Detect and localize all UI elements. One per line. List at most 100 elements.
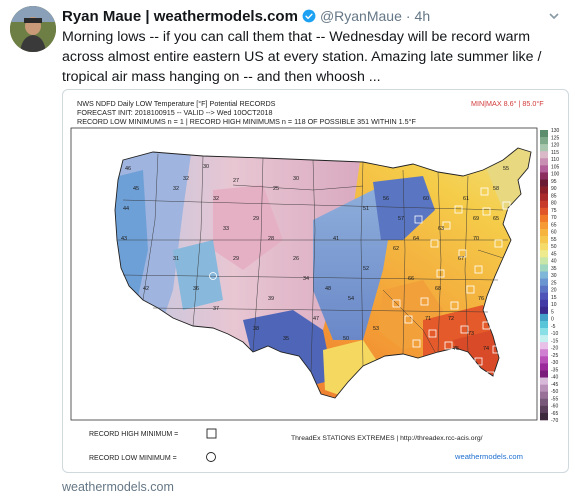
station-value: 56 [383,196,389,202]
station-value: 64 [413,236,419,242]
colorbar-tick-label: 40 [551,259,557,265]
station-value: 65 [493,216,499,222]
station-value: 63 [438,226,444,232]
record-high-marker [450,301,459,310]
colorbar-tick-label: 35 [551,266,557,272]
station-value: 31 [173,256,179,262]
colorbar-swatch [540,412,548,421]
colorbar-tick-label: 65 [551,222,557,228]
station-value: 35 [283,336,289,342]
colorbar-swatch [540,250,548,258]
map-title: NWS NDFD Daily LOW Temperature [°F] Pote… [77,99,276,108]
colorbar-swatch [540,243,548,251]
colorbar-tick-label: -35 [551,367,558,373]
legend-record-low: RECORD LOW MINIMUM = [89,455,177,462]
colorbar-swatch [540,335,548,343]
record-high-marker [482,207,491,216]
station-value: 45 [133,186,139,192]
record-markers [209,187,511,380]
avatar[interactable] [10,6,56,52]
station-value: 32 [173,186,179,192]
colorbar-swatch [540,172,548,180]
record-high-marker [498,289,507,298]
colorbar-tick-label: 110 [551,157,559,163]
station-value: 30 [293,176,299,182]
colorbar-swatch [540,384,548,393]
record-high-marker [486,371,495,380]
record-high-marker [502,201,511,210]
station-value: 55 [503,166,509,172]
tweet-media-map[interactable]: NWS NDFD Daily LOW Temperature [°F] Pote… [62,89,569,473]
colorbar-tick-label: 45 [551,251,557,257]
colorbar-swatch [540,186,548,194]
colorbar-tick-label: 85 [551,193,557,199]
record-low-marker [209,272,217,280]
colorbar-swatch [540,377,548,385]
record-high-marker [392,299,401,308]
colorbar-tick-label: -40 [551,375,558,381]
colorbar-swatch [540,137,548,145]
colorbar-swatch [540,320,548,329]
author-handle[interactable]: @RyanMaue [319,8,402,24]
station-value: 30 [203,164,209,170]
record-high-marker [430,239,439,248]
tweet-time[interactable]: 4h [414,8,431,24]
record-high-marker [404,315,413,324]
record-high-marker [482,321,491,330]
station-value: 54 [348,296,354,302]
colorbar: 1301251201151101051009590858075706560555… [540,128,560,424]
colorbar-swatch [540,236,548,244]
colorbar-tick-label: 25 [551,280,557,286]
colorbar-tick-label: -20 [551,346,558,352]
colorbar-swatch [540,257,548,265]
record-high-marker [466,285,475,294]
station-value: 75 [453,346,459,352]
station-value: 68 [435,286,441,292]
colorbar-swatch [540,179,548,187]
legend-square-icon [206,428,217,439]
record-high-marker [458,249,467,258]
colorbar-swatch [540,130,548,138]
colorbar-swatch [540,193,548,202]
station-value: 57 [398,216,404,222]
station-value: 42 [143,286,149,292]
colorbar-tick-label: 20 [551,288,557,294]
colorbar-tick-label: 15 [551,295,557,301]
chevron-down-icon[interactable] [547,9,561,23]
colorbar-tick-label: 55 [551,237,557,243]
station-value: 70 [473,236,479,242]
colorbar-swatch [540,391,548,400]
colorbar-tick-label: -30 [551,360,558,366]
record-high-marker [436,269,445,278]
station-value: 66 [408,276,414,282]
station-value: 33 [223,226,229,232]
author-name[interactable]: Ryan Maue | weathermodels.com [62,7,298,25]
station-labels: 46 45 44 43 32 30 32 27 32 25 29 30 28 33 29 31 26 36 42 37… [121,164,509,352]
station-value: 50 [343,336,349,342]
colorbar-swatch [540,221,548,230]
station-value: 52 [363,266,369,272]
colorbar-tick-label: -45 [551,382,558,388]
colorbar-swatch [540,271,548,279]
station-value: 62 [393,246,399,252]
colorbar-tick-label: 80 [551,201,557,207]
colorbar-swatch [540,144,548,152]
station-value: 34 [303,276,309,282]
colorbar-tick-label: -55 [551,396,558,402]
colorbar-tick-label: 120 [551,143,560,149]
footer-link[interactable]: weathermodels.com [62,480,174,494]
record-high-marker [474,265,483,274]
colorbar-swatch [540,370,548,378]
colorbar-tick-label: -10 [551,331,558,337]
colorbar-swatch [540,328,548,336]
map-minmax: MIN|MAX 8.6° | 85.0°F [471,99,544,108]
colorbar-swatch [540,165,548,173]
station-value: 26 [293,256,299,262]
colorbar-swatch [540,356,548,364]
record-high-marker [494,239,503,248]
station-value: 29 [253,216,259,222]
colorbar-tick-label: -65 [551,411,558,417]
station-value: 27 [233,178,239,184]
station-value: 73 [468,331,474,337]
station-value: 48 [325,286,331,292]
